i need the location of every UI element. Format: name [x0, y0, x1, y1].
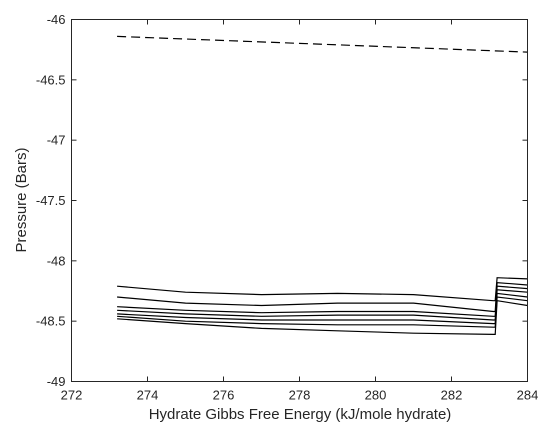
tick-layer: 272 274 276 278 280 282 284 -46 -46.5 -47 -47.5 -48… — [36, 12, 538, 403]
y-tick-label: -46 — [47, 12, 66, 27]
plot-area — [71, 19, 528, 382]
x-tick-label: 284 — [517, 388, 539, 403]
series-line-1 — [117, 35, 528, 53]
y-tick-label: -48 — [47, 253, 66, 268]
y-tick-label: -49 — [47, 374, 66, 389]
x-tick-label: 272 — [61, 388, 83, 403]
x-tick-label: 278 — [289, 388, 311, 403]
x-tick-label: 282 — [441, 388, 463, 403]
x-tick-label: 274 — [137, 388, 159, 403]
series-layer — [117, 35, 528, 335]
x-tick-label: 276 — [213, 388, 235, 403]
series-line-8 — [117, 300, 528, 335]
y-axis-label: Pressure (Bars) — [13, 147, 30, 252]
y-tick-label: -47 — [47, 133, 66, 148]
y-tick-label: -48.5 — [36, 314, 66, 329]
x-tick-label: 280 — [365, 388, 387, 403]
y-tick-label: -46.5 — [36, 72, 66, 87]
y-tick-label: -47.5 — [36, 193, 66, 208]
x-axis-label: Hydrate Gibbs Free Energy (kJ/mole hydra… — [149, 406, 452, 423]
